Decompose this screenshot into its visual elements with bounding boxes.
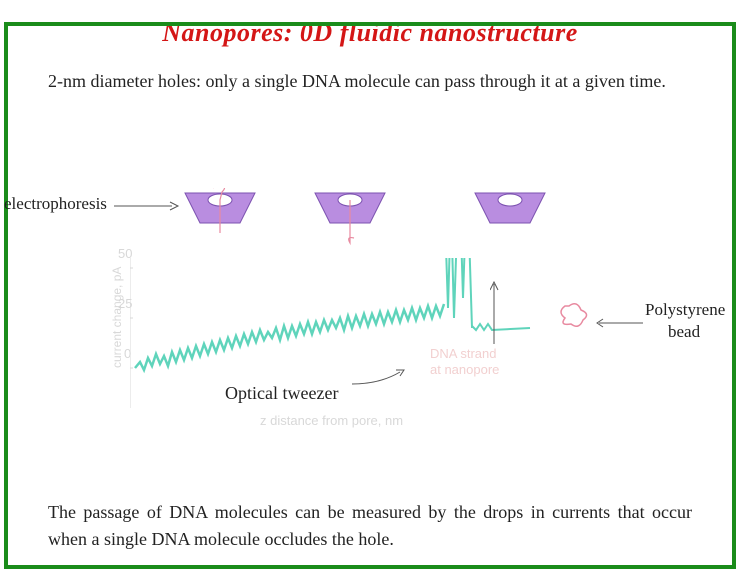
nanopore-icon	[470, 188, 550, 238]
nanopore-icon	[180, 188, 260, 238]
bead-label: bead	[668, 322, 700, 342]
bead-icon	[555, 298, 595, 333]
yaxis-label: current change, pA	[110, 267, 124, 368]
red-note: DNA strand	[430, 346, 496, 361]
footer-text: The passage of DNA molecules can be meas…	[48, 499, 692, 553]
arrow-icon	[595, 318, 645, 328]
tweezer-label: Optical tweezer	[225, 383, 338, 404]
arrow-icon	[112, 198, 182, 216]
red-note: at nanopore	[430, 362, 499, 377]
arrow-icon	[490, 278, 520, 348]
bead-label: Polystyrene	[645, 300, 725, 320]
xaxis-label: z distance from pore, nm	[260, 413, 403, 428]
diagram-area: electrophoresis 50 25 0 current change, …	[0, 188, 740, 458]
arrow-icon	[350, 368, 410, 388]
nanopore-icon	[310, 188, 390, 248]
electrophoresis-label: electrophoresis	[4, 194, 107, 214]
